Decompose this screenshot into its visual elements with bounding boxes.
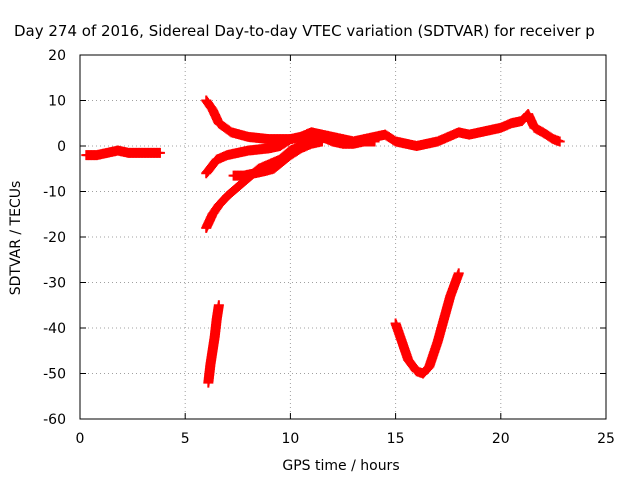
x-axis-label: GPS time / hours [282,458,399,474]
y-tick-label: 0 [57,139,66,155]
x-tick-label: 0 [76,431,85,447]
points [81,95,565,388]
y-tick-label: 10 [48,94,66,110]
axis-ticks: 0 5 10 15 20 25 20 10 0 -10 -20 -30 -40 -50 -60 [43,48,615,447]
plot-frame [79,54,607,420]
data-series [201,95,565,151]
data-series [201,127,380,179]
y-tick-label: -10 [43,185,66,201]
data-series [228,136,327,181]
x-tick-label: 5 [181,431,190,447]
y-tick-label: -50 [43,367,66,383]
y-tick-label: -40 [43,321,66,337]
y-tick-label: 20 [48,48,66,64]
chart-title: Day 274 of 2016, Sidereal Day-to-day VTE… [14,22,595,40]
point-marker [369,136,380,147]
point-marker [453,268,464,279]
y-tick-label: -60 [43,412,66,428]
grid [80,55,606,419]
data-series [390,268,464,379]
data-series [81,145,165,161]
y-axis-label: SDTVAR / TECUs [8,181,24,296]
x-tick-label: 25 [597,431,615,447]
x-tick-label: 20 [492,431,510,447]
point-marker [554,136,565,147]
point-marker [213,300,224,311]
x-tick-label: 10 [281,431,299,447]
y-tick-label: -20 [43,230,66,246]
data-series [203,300,224,388]
point-marker [316,136,327,147]
point-marker [154,147,165,158]
x-tick-label: 15 [387,431,405,447]
y-tick-label: -30 [43,276,66,292]
